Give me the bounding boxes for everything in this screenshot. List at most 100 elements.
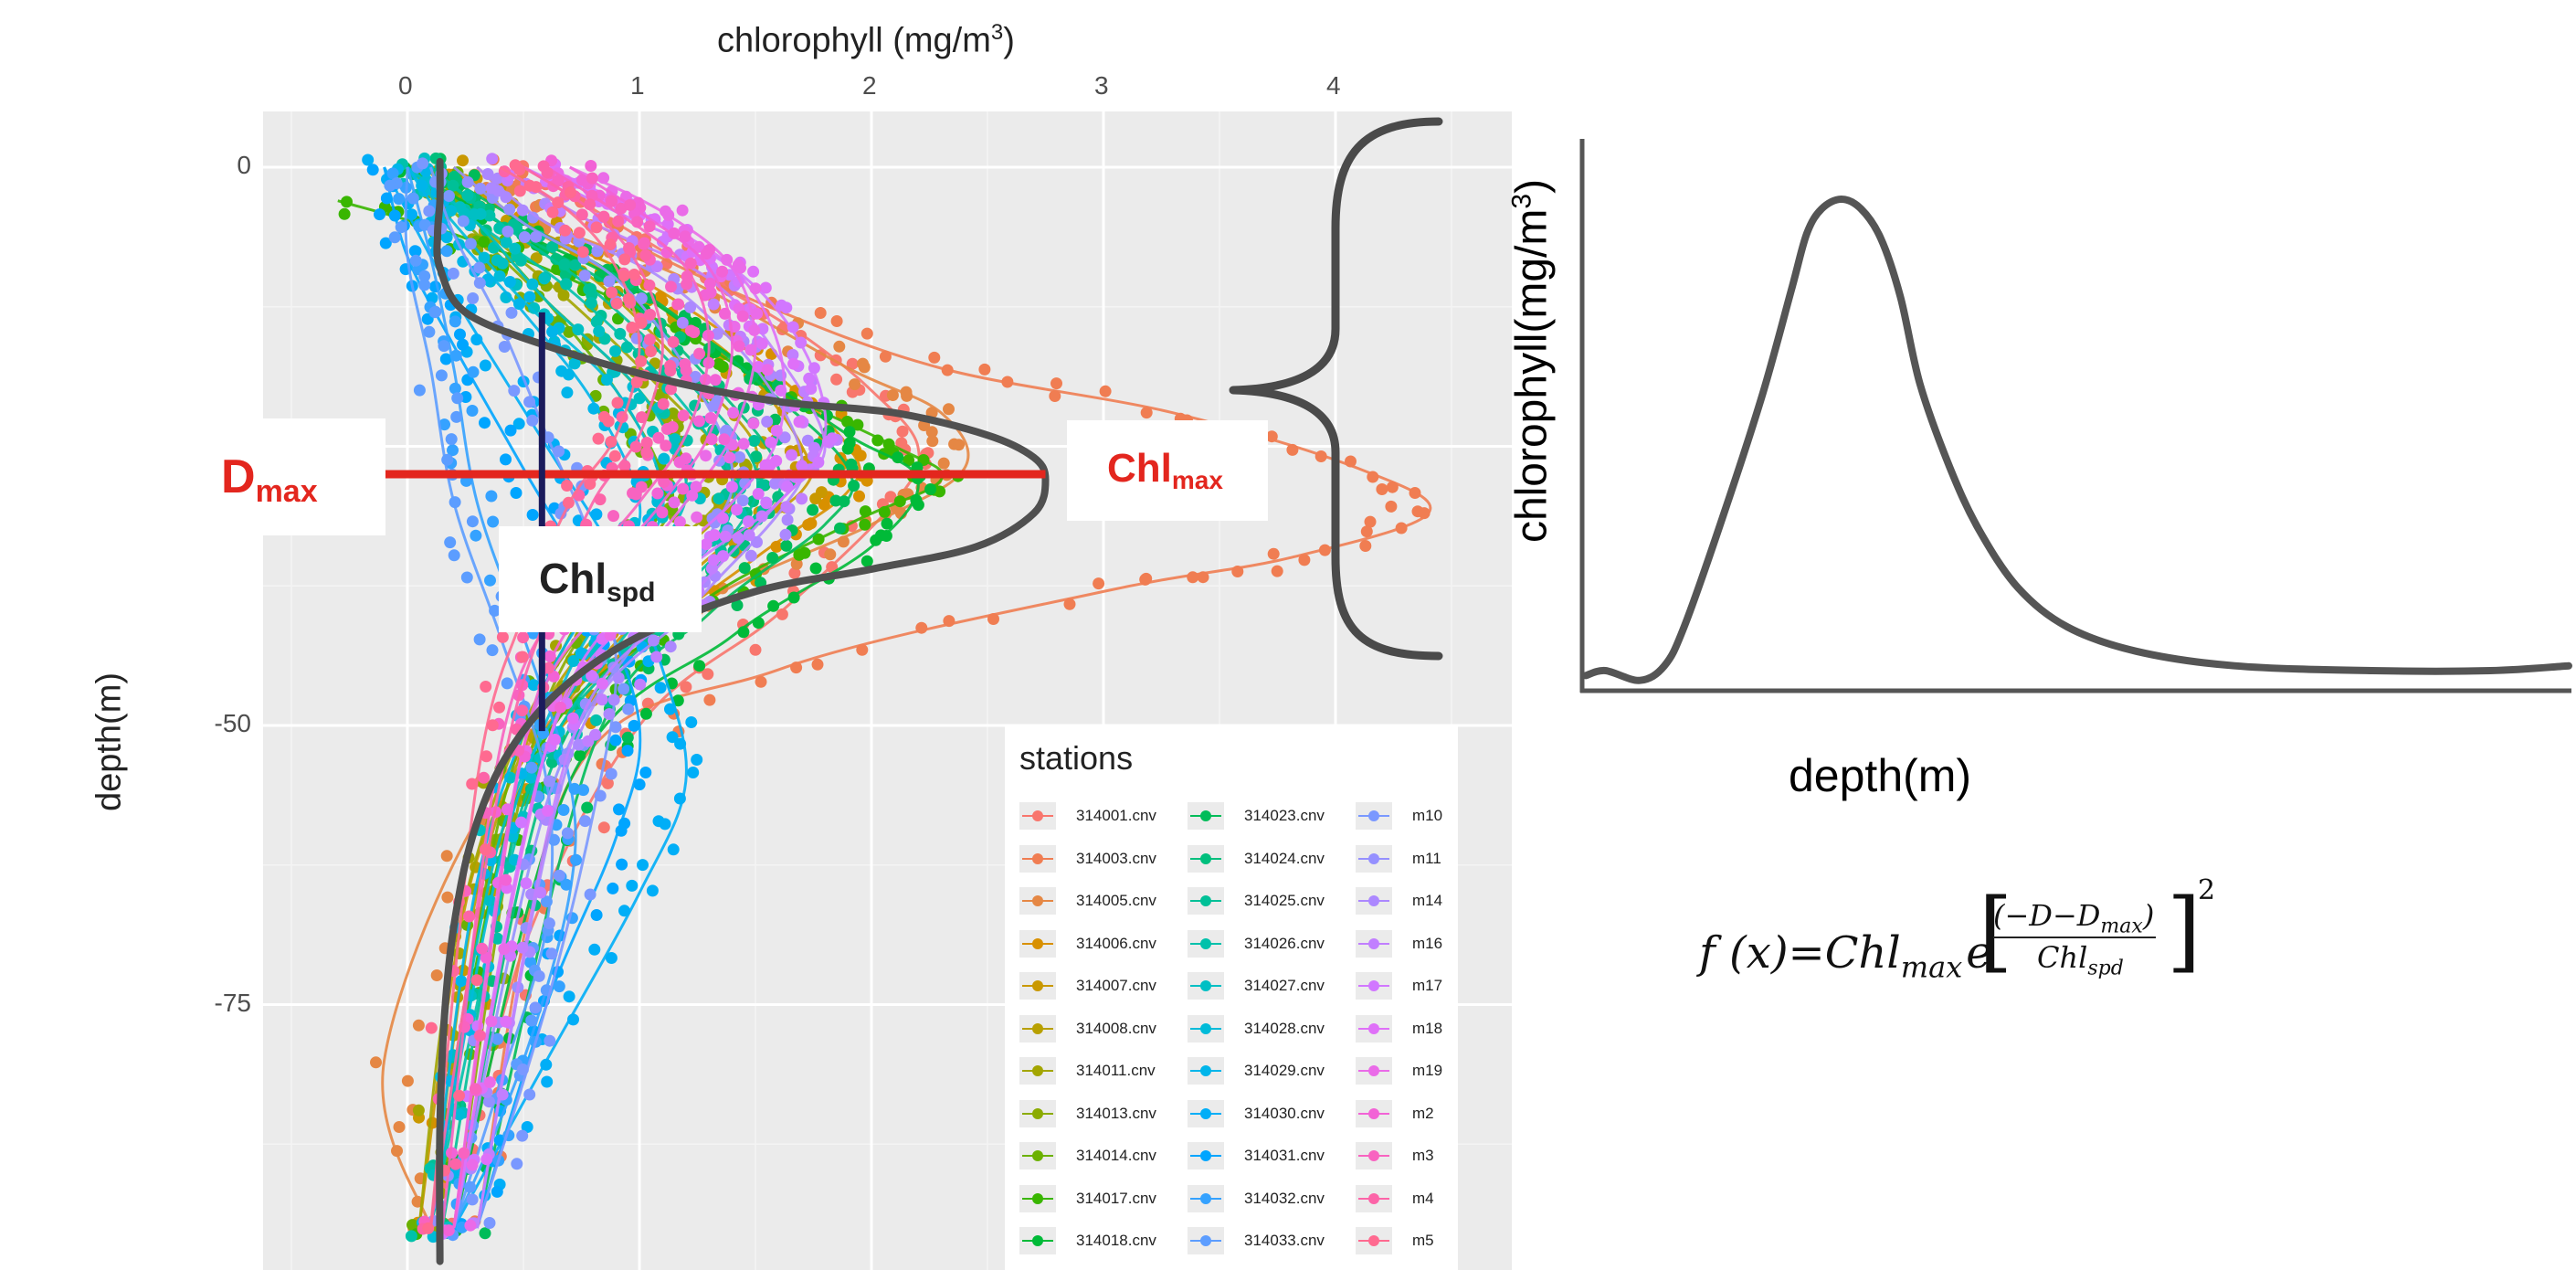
series-point	[601, 777, 614, 789]
series-point	[513, 185, 526, 197]
series-point	[470, 529, 482, 542]
series-point	[470, 974, 483, 987]
series-point	[837, 535, 850, 548]
legend-key	[1188, 1227, 1224, 1254]
y-axis-title: depth(m)	[90, 672, 129, 812]
series-point	[503, 203, 516, 216]
series-point	[723, 451, 736, 464]
series-point	[629, 488, 642, 501]
series-point	[790, 557, 803, 570]
series-point	[646, 884, 659, 897]
series-point	[558, 259, 571, 270]
series-point	[447, 179, 459, 192]
series-point	[574, 749, 586, 762]
series-point	[1049, 390, 1061, 402]
schematic-x-axis-title: depth(m)	[1789, 750, 1972, 801]
legend-item: 314029.cnv	[1188, 1053, 1325, 1089]
series-point	[786, 449, 797, 461]
series-point	[447, 444, 459, 457]
series-point	[809, 562, 822, 575]
series-point	[553, 869, 565, 882]
series-point	[1385, 500, 1398, 513]
series-point	[374, 208, 385, 221]
series-point	[778, 431, 791, 444]
legend-key	[1188, 1142, 1224, 1169]
series-point	[553, 445, 565, 458]
series-point	[755, 337, 768, 350]
legend-label: 314026.cnv	[1244, 934, 1325, 952]
series-point	[483, 1217, 496, 1229]
series-point	[496, 630, 509, 643]
series-point	[925, 426, 938, 439]
series-point	[622, 703, 635, 715]
legend-key-dot	[1032, 980, 1043, 991]
legend-key	[1188, 844, 1224, 873]
series-point	[1298, 554, 1311, 566]
series-point	[540, 1058, 553, 1071]
series-point	[795, 336, 808, 349]
series-point	[590, 221, 603, 234]
series-point	[575, 208, 588, 221]
series-point	[685, 716, 698, 728]
series-point	[846, 357, 859, 370]
series-point	[705, 433, 718, 446]
series-point	[770, 424, 783, 437]
x-tick-label: 2	[862, 71, 877, 100]
series-point	[629, 440, 642, 453]
series-point	[480, 681, 492, 693]
series-point	[640, 437, 653, 449]
series-point	[511, 1158, 523, 1170]
series-point	[549, 734, 561, 746]
legend-item: 314030.cnv	[1188, 1095, 1325, 1132]
series-point	[780, 302, 793, 314]
series-point	[449, 496, 461, 509]
series-point	[438, 418, 450, 431]
series-point	[572, 323, 585, 336]
series-point	[941, 364, 954, 376]
series-point	[613, 803, 625, 816]
series-point	[811, 658, 824, 671]
legend-label: 314032.cnv	[1244, 1189, 1325, 1207]
series-point	[667, 407, 680, 419]
series-point	[691, 511, 703, 524]
legend-label: 314014.cnv	[1076, 1147, 1156, 1164]
series-point	[441, 891, 454, 904]
series-point	[563, 990, 575, 1003]
series-point	[761, 364, 774, 376]
legend-key	[1019, 802, 1056, 830]
series-point	[635, 355, 648, 367]
legend-item: 314031.cnv	[1188, 1138, 1325, 1174]
series-point	[412, 1104, 425, 1117]
series-point	[684, 301, 697, 313]
series-point	[793, 548, 806, 561]
series-point	[903, 454, 915, 467]
series-point	[548, 833, 560, 846]
series-point	[461, 175, 474, 188]
legend-item: 314027.cnv	[1188, 968, 1325, 1004]
series-point	[442, 1224, 455, 1237]
series-point	[716, 512, 729, 524]
schematic-y-axis-title-sup: 3	[1506, 193, 1537, 209]
series-point	[812, 533, 825, 545]
series-point	[418, 218, 431, 231]
series-point	[460, 571, 473, 584]
series-point	[704, 412, 717, 424]
series-point	[384, 179, 396, 192]
series-point	[573, 738, 586, 751]
series-point	[787, 348, 799, 361]
series-point	[584, 198, 596, 211]
series-point	[1197, 571, 1209, 584]
series-point	[525, 1014, 538, 1027]
legend-item: m4	[1356, 1180, 1434, 1217]
series-point	[924, 483, 937, 495]
series-point	[516, 1064, 529, 1075]
series-point	[541, 166, 554, 179]
legend-key-dot	[1200, 1192, 1211, 1204]
series-point	[751, 307, 764, 320]
formula-right-bracket: ]	[2167, 880, 2201, 982]
series-point	[480, 1153, 493, 1166]
series-point	[633, 778, 646, 791]
legend-label: 314027.cnv	[1244, 977, 1325, 994]
series-point	[388, 231, 401, 244]
series-point	[584, 888, 596, 901]
